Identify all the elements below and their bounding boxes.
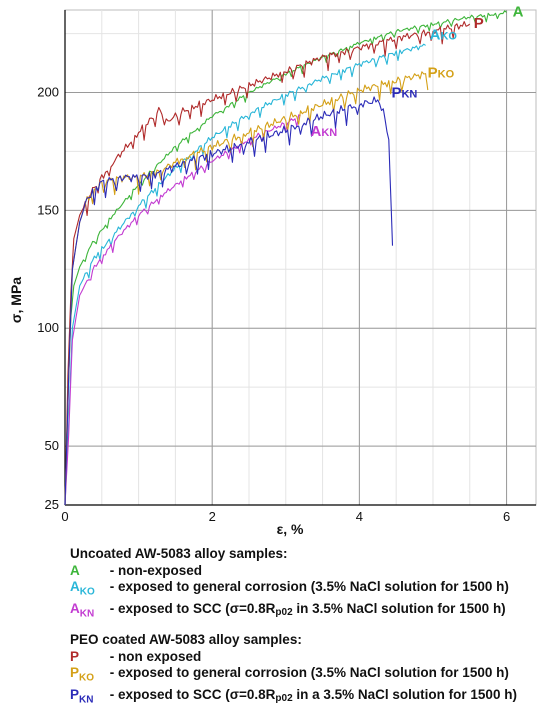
legend-text: - exposed to SCC (σ=0.8Rp02 in 3.5% NaCl… [106,600,506,618]
legend-uncoated-title: Uncoated AW-5083 alloy samples: [70,546,288,561]
legend-text: - non-exposed [106,563,203,578]
curve-labels: A AKO P PKO PKN AKN [311,3,524,140]
series-line-p [64,21,471,506]
curve-label-ako: AKO [430,26,458,43]
series-line-a [64,10,507,506]
x-tick-label: 0 [61,509,68,524]
legend-coated-title: PEO coated AW-5083 alloy samples: [70,632,302,648]
legend-text: - exposed to general corrosion (3.5% NaC… [106,579,509,594]
y-tick-label: 200 [37,85,59,100]
legend-code: PKN [70,687,94,706]
curve-label-pkn: PKN [391,85,417,102]
series-group [64,10,507,506]
legend-item: A - non-exposed [70,563,548,579]
legend-code: A [70,563,80,578]
curve-label-p: P [474,15,484,32]
series-line-ako [64,43,426,506]
legend-code: P [70,649,80,665]
x-tick-label: 2 [209,509,216,524]
curve-label-pko: PKO [428,65,455,82]
legend-item: PKN - exposed to SCC (σ=0.8Rp02 in a 3.5… [70,687,548,709]
y-tick-label: 50 [45,438,59,453]
y-tick-label: 25 [45,497,59,512]
legend-item: PKO - exposed to general corrosion (3.5%… [70,665,548,687]
axes: 0 2 4 6 25 50 100 150 200 [37,10,536,524]
x-tick-label: 4 [356,509,363,524]
legend-item: AKO - exposed to general corrosion (3.5%… [70,579,548,601]
y-axis-label: σ, MPa [8,277,24,323]
legend-uncoated-list: A - non-exposed AKO - exposed to general … [70,563,548,622]
legend-code: AKO [70,579,95,598]
series-line-pkn [64,96,394,506]
curve-label-a: A [513,3,524,20]
legend-text: - exposed to general corrosion (3.5% NaC… [106,665,509,681]
y-tick-label: 100 [37,320,59,335]
legend-item: P - non exposed [70,649,548,665]
legend: Uncoated AW-5083 alloy samples: A - non-… [70,546,548,709]
legend-code: AKN [70,600,95,620]
plot-frame [64,9,537,506]
legend-item: AKN - exposed to SCC (σ=0.8Rp02 in 3.5% … [70,601,548,623]
y-tick-label: 150 [37,202,59,217]
curve-label-akn: AKN [311,123,338,140]
x-axis-label: ε, % [277,521,304,537]
legend-coated-list: P - non exposed PKO - exposed to general … [70,649,548,708]
x-tick-label: 6 [503,509,510,524]
grid [64,9,537,506]
legend-text: - non exposed [106,649,202,665]
legend-code: PKO [70,665,95,685]
legend-text: - exposed to SCC (σ=0.8Rp02 in a 3.5% Na… [106,687,517,705]
